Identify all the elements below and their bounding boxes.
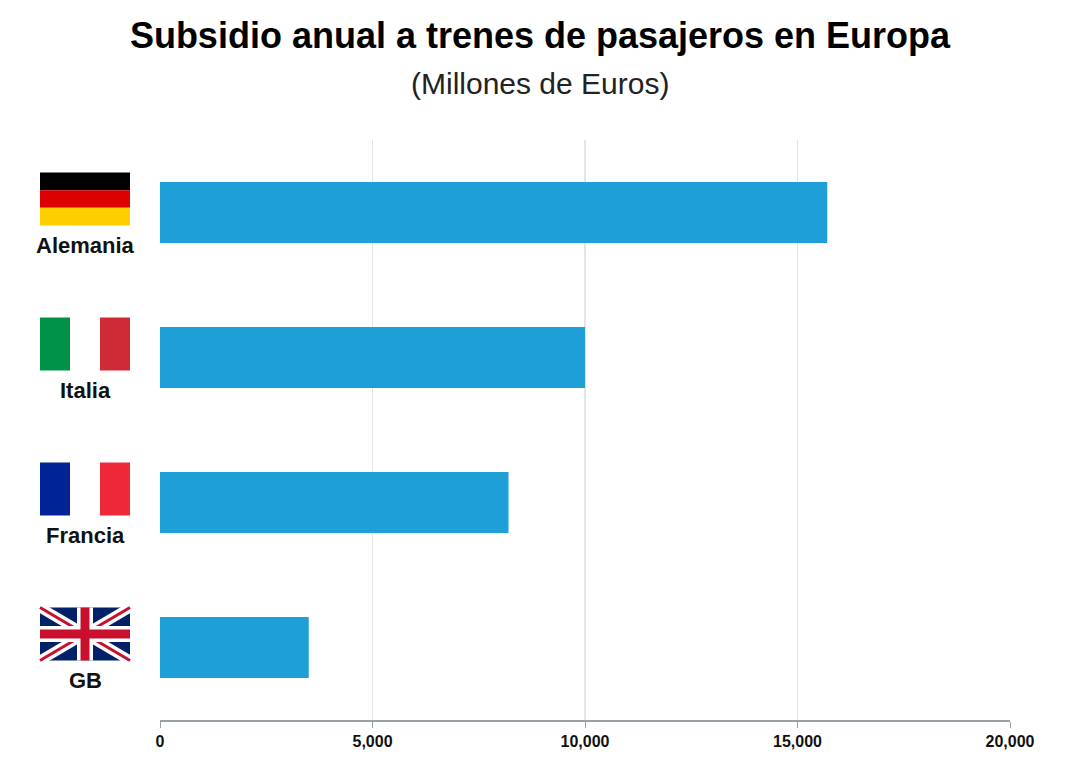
svg-text:0: 0 (156, 733, 165, 750)
svg-text:Alemania: Alemania (36, 233, 135, 258)
svg-text:Subsidio anual a trenes de pas: Subsidio anual a trenes de pasajeros en … (130, 15, 951, 56)
svg-text:Italia: Italia (60, 378, 111, 403)
svg-text:15,000: 15,000 (773, 733, 822, 750)
svg-text:Francia: Francia (46, 523, 125, 548)
svg-text:GB: GB (69, 668, 102, 693)
svg-text:(Millones de Euros): (Millones de Euros) (411, 67, 669, 100)
svg-text:10,000: 10,000 (561, 733, 610, 750)
svg-text:5,000: 5,000 (352, 733, 392, 750)
svg-text:20,000: 20,000 (986, 733, 1035, 750)
